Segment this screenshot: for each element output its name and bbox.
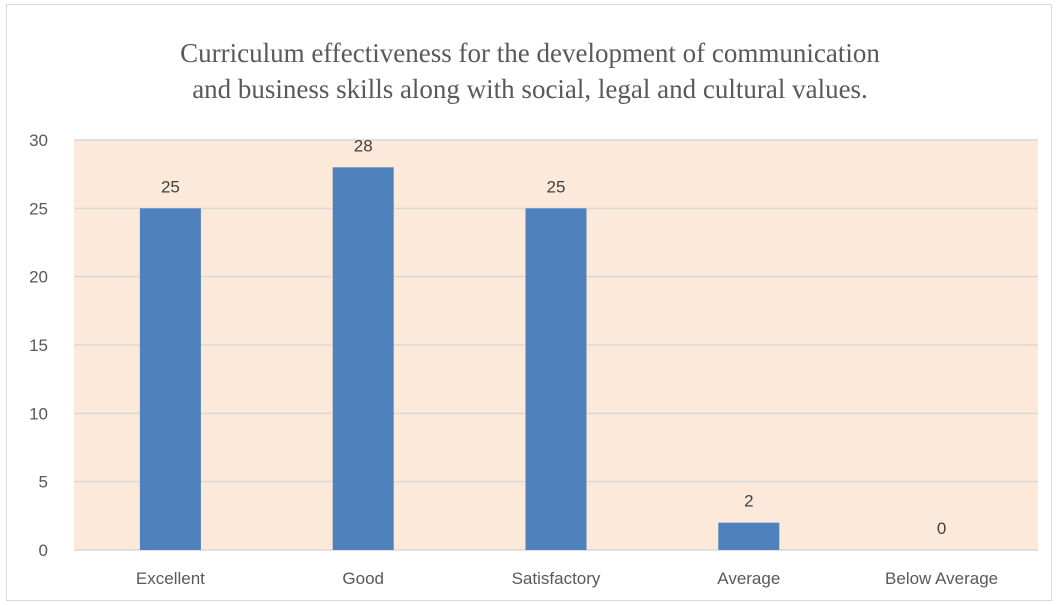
x-axis-ticks: Excellent Good Satisfactory Average Below Av…: [136, 569, 998, 588]
x-tick-label: Below Average: [885, 569, 998, 588]
data-label: 25: [161, 177, 180, 196]
y-tick-label: 25: [29, 199, 48, 218]
x-tick-label: Average: [717, 569, 780, 588]
x-tick-label: Satisfactory: [512, 569, 601, 588]
chart-title-line-1: Curriculum effectiveness for the develop…: [180, 38, 880, 68]
y-tick-label: 15: [29, 336, 48, 355]
x-tick-label: Good: [342, 569, 384, 588]
x-tick-label: Excellent: [136, 569, 205, 588]
bar: [332, 167, 394, 551]
data-labels: 25 28 25 2 0: [161, 136, 946, 538]
y-tick-label: 10: [29, 404, 48, 423]
bar: [139, 208, 201, 551]
y-tick-label: 5: [39, 473, 48, 492]
y-tick-label: 20: [29, 268, 48, 287]
data-label: 0: [937, 519, 946, 538]
y-tick-label: 0: [39, 541, 48, 560]
bar: [718, 522, 780, 550]
y-axis-ticks: 0 5 10 15 20 25 30: [29, 131, 48, 560]
data-label: 2: [744, 492, 753, 511]
data-label: 25: [547, 177, 566, 196]
bar: [525, 208, 587, 551]
bars: [139, 167, 780, 551]
chart-title: Curriculum effectiveness for the develop…: [7, 35, 1053, 107]
y-tick-label: 30: [29, 131, 48, 150]
chart-title-line-2: and business skills along with social, l…: [192, 74, 868, 104]
data-label: 28: [354, 136, 373, 155]
